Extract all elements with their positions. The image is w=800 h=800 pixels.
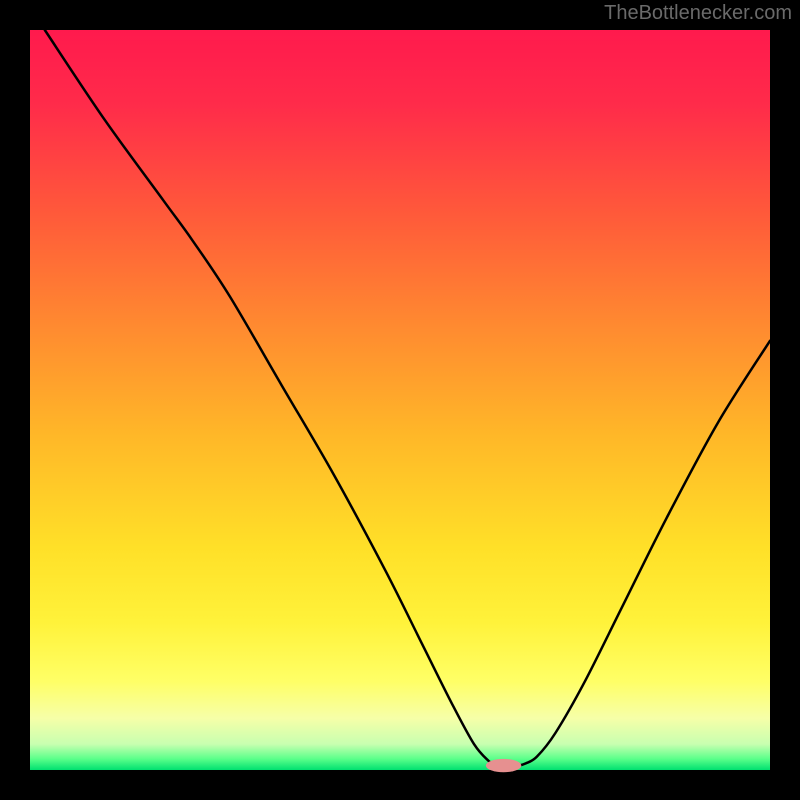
watermark-text: TheBottlenecker.com	[604, 2, 792, 25]
optimum-marker	[486, 759, 522, 772]
plot-layer	[0, 0, 800, 800]
chart-stage: TheBottlenecker.com	[0, 0, 800, 800]
bottleneck-curve	[45, 30, 770, 766]
